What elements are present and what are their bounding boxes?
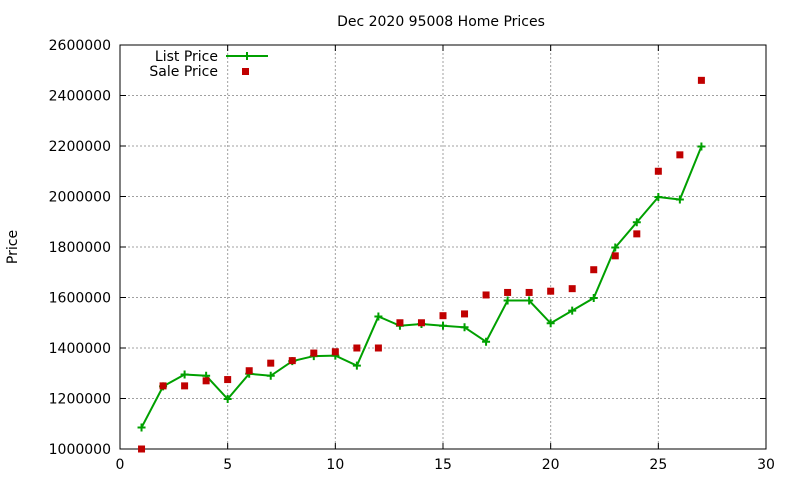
list-price-point-24 — [654, 193, 663, 202]
series-layer — [137, 76, 706, 453]
list-price-point-11 — [374, 312, 383, 321]
list-price-point-15 — [460, 323, 469, 332]
list-price-point-16 — [482, 337, 491, 346]
y-tick-label-8: 2600000 — [49, 38, 111, 54]
chart-title: Dec 2020 95008 Home Prices — [337, 14, 545, 30]
x-tick-label-3: 15 — [434, 457, 452, 473]
sale-price-point-3 — [202, 377, 210, 385]
legend-label-list-price: List Price — [155, 49, 218, 65]
list-price-point-4 — [223, 395, 232, 404]
list-price-point-2 — [180, 370, 189, 379]
x-tick-label-1: 5 — [223, 457, 232, 473]
list-price-point-18 — [525, 296, 534, 305]
sale-price-point-23 — [633, 230, 641, 238]
y-tick-label-0: 1000000 — [49, 442, 111, 458]
sale-price-point-7 — [288, 357, 296, 365]
sale-price-point-14 — [439, 312, 447, 320]
sale-price-point-16 — [482, 291, 490, 299]
sale-price-point-21 — [590, 266, 598, 274]
x-tick-label-0: 0 — [116, 457, 125, 473]
list-price-point-0 — [137, 423, 146, 432]
x-tick-label-4: 20 — [542, 457, 560, 473]
legend: List Price Sale Price — [149, 49, 268, 80]
sale-price-point-11 — [374, 344, 382, 352]
sale-price-point-20 — [568, 285, 576, 293]
y-axis-label: Price — [5, 230, 21, 264]
list-price-point-19 — [546, 319, 555, 328]
list-price-line — [140, 146, 703, 429]
x-tick-label-2: 10 — [326, 457, 344, 473]
sale-price-point-13 — [417, 319, 425, 327]
x-tick-label-6: 30 — [757, 457, 775, 473]
sale-price-point-0 — [138, 445, 146, 453]
sale-price-point-2 — [181, 382, 189, 390]
x-tick-label-5: 25 — [649, 457, 667, 473]
y-tick-label-6: 2200000 — [49, 139, 111, 155]
list-price-point-17 — [503, 296, 512, 305]
list-price-point-14 — [439, 321, 447, 330]
sale-price-point-8 — [310, 349, 318, 357]
y-tick-label-7: 2400000 — [49, 89, 111, 105]
list-price-point-26 — [697, 142, 706, 151]
list-price-point-6 — [266, 371, 275, 380]
sale-price-point-5 — [245, 367, 253, 375]
legend-marker-sale-price — [242, 68, 249, 75]
y-tick-label-3: 1600000 — [49, 291, 111, 307]
y-tick-label-4: 1800000 — [49, 240, 111, 256]
y-tick-label-1: 1200000 — [49, 392, 111, 408]
sale-price-point-24 — [654, 167, 662, 175]
sale-price-point-25 — [676, 151, 684, 159]
sale-price-point-15 — [461, 310, 469, 318]
sale-price-point-9 — [331, 348, 339, 356]
sale-price-point-19 — [547, 287, 555, 295]
axis-ticks: 0 5 10 15 20 25 30 1000000 1200000 1400000 1600000… — [49, 38, 775, 473]
sale-price-point-17 — [504, 288, 512, 296]
sale-price-point-12 — [396, 319, 404, 327]
sale-price-point-4 — [224, 376, 232, 384]
sale-price-point-6 — [267, 359, 275, 367]
list-price-point-10 — [352, 361, 361, 370]
sale-price-point-18 — [525, 288, 533, 296]
list-price-point-23 — [632, 218, 641, 227]
sale-price-point-10 — [353, 344, 361, 352]
sale-price-point-1 — [159, 382, 167, 390]
y-tick-label-2: 1400000 — [49, 341, 111, 357]
legend-label-sale-price: Sale Price — [149, 64, 218, 80]
sale-price-point-22 — [611, 252, 619, 260]
list-price-point-22 — [611, 243, 620, 252]
legend-marker-list-price — [243, 52, 251, 60]
sale-price-point-26 — [697, 76, 705, 84]
y-tick-label-5: 2000000 — [49, 190, 111, 206]
list-price-point-20 — [568, 306, 577, 315]
list-price-point-21 — [589, 294, 598, 303]
list-price-point-25 — [675, 195, 684, 204]
